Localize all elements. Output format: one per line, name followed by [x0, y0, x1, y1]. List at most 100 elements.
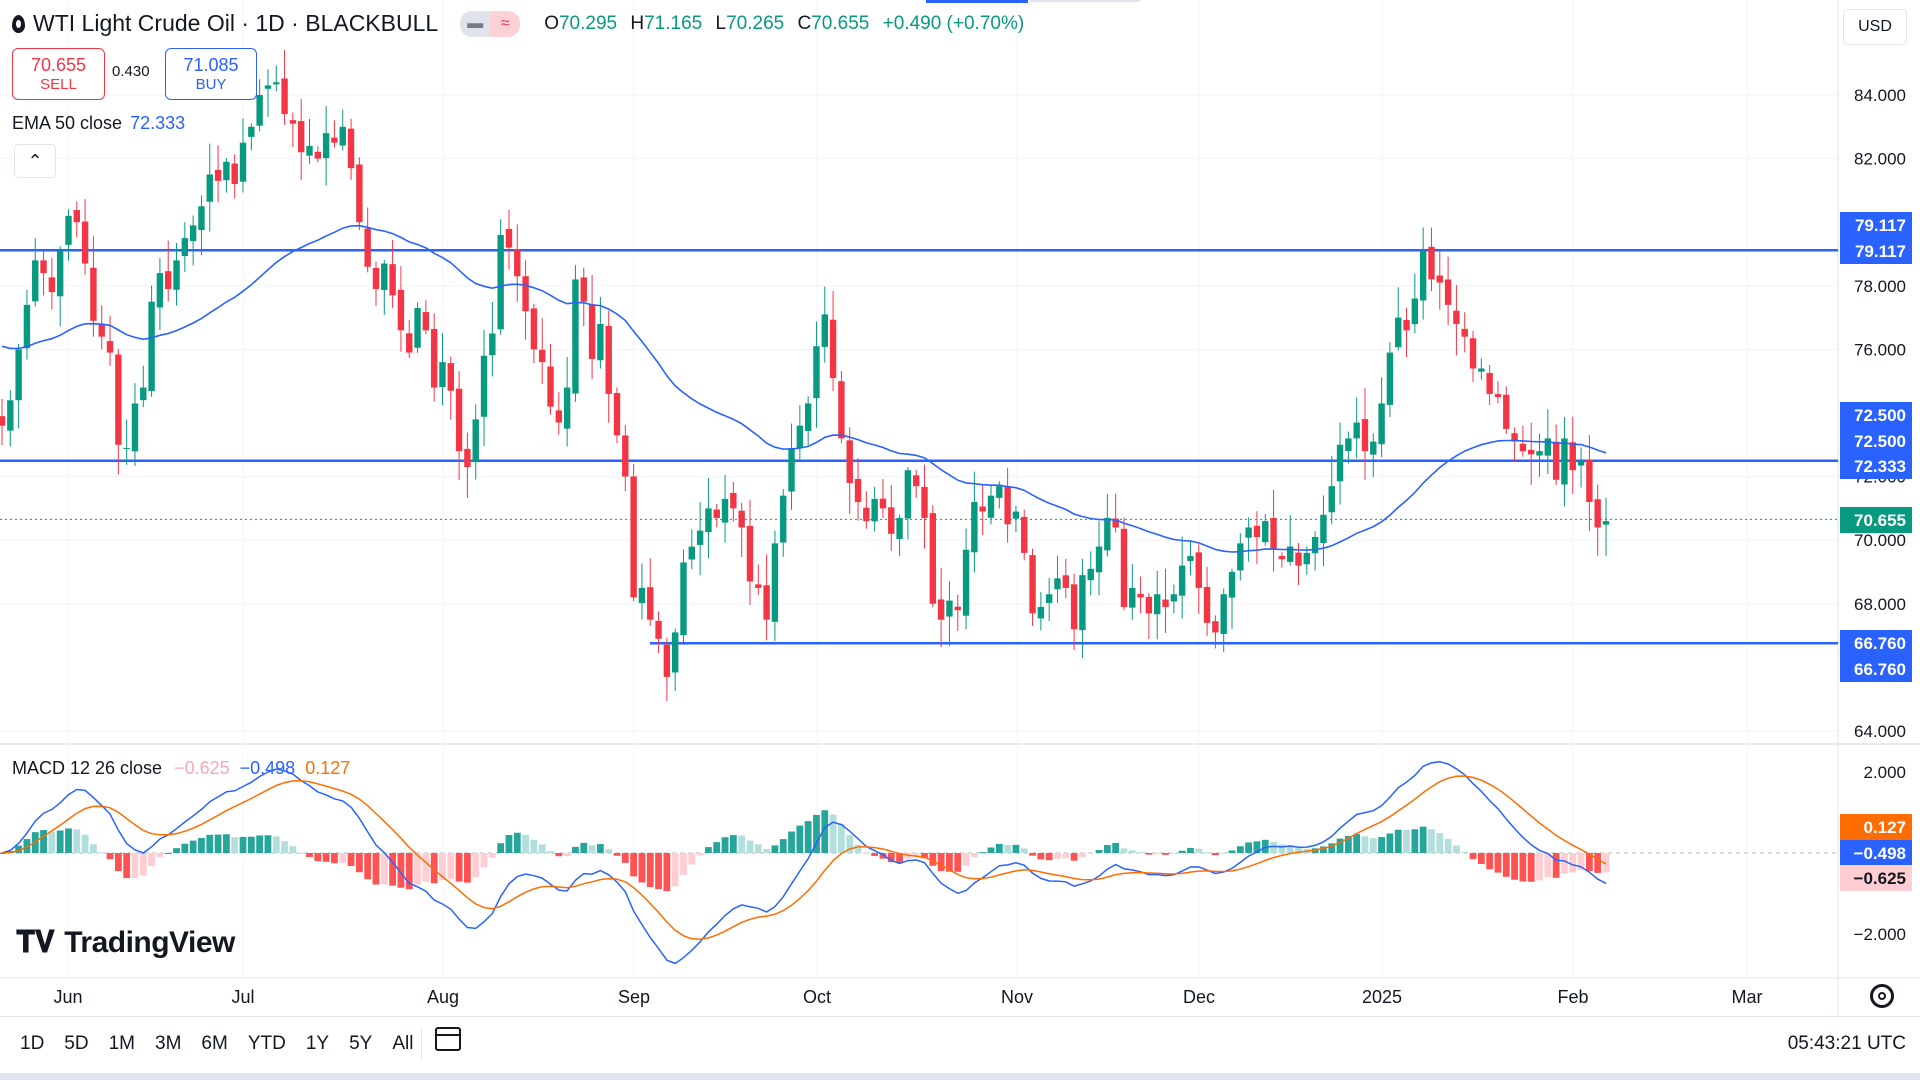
candle-body	[788, 447, 795, 492]
candle-body	[713, 509, 720, 518]
macd-histogram-bar	[1029, 853, 1036, 856]
macd-histogram-bar	[962, 853, 970, 866]
macd-histogram-bar	[596, 844, 604, 853]
buy-button[interactable]: 71.085 BUY	[165, 48, 257, 100]
range-5d[interactable]: 5D	[64, 1033, 89, 1054]
macd-histogram-bar	[198, 838, 205, 853]
candle-body	[1129, 587, 1136, 608]
macd-histogram-bar	[65, 828, 72, 853]
candle-body	[256, 95, 263, 126]
macd-histogram-bar	[364, 853, 372, 880]
macd-histogram-bar	[131, 853, 139, 878]
macd-histogram-bar	[1145, 853, 1153, 855]
symbol-legend[interactable]: WTI Light Crude Oil · 1D · BLACKBULL ▬ ≈…	[12, 10, 1032, 37]
macd-histogram-bar	[1162, 853, 1169, 855]
candle-body	[1311, 537, 1319, 554]
wave-icon[interactable]: ≈	[490, 10, 521, 37]
calendar-icon[interactable]	[435, 1027, 461, 1051]
candle-body	[1602, 521, 1610, 525]
horizontal-scrollbar[interactable]	[0, 1073, 1920, 1080]
candle-body	[1012, 511, 1020, 519]
price-badge-label: 66.760	[1854, 660, 1906, 679]
candle-body	[1087, 568, 1094, 581]
candle-body	[56, 250, 64, 297]
macd-histogram-bar	[1552, 853, 1560, 878]
macd-histogram-bar	[1062, 853, 1070, 859]
range-3m[interactable]: 3M	[155, 1033, 182, 1054]
sell-price: 70.655	[30, 55, 87, 75]
range-1d[interactable]: 1D	[20, 1033, 45, 1054]
macd-histogram-bar	[746, 840, 754, 853]
gear-icon[interactable]	[1870, 984, 1894, 1008]
macd-histogram-bar	[480, 853, 488, 868]
macd-histogram-bar	[1353, 834, 1361, 853]
candle-body	[1552, 441, 1560, 480]
macd-badge-label: 0.127	[1863, 818, 1906, 837]
macd-histogram-bar	[621, 853, 629, 863]
range-all[interactable]: All	[392, 1033, 414, 1054]
minus-icon[interactable]: ▬	[460, 10, 491, 37]
candle-body	[821, 314, 828, 347]
range-ytd[interactable]: YTD	[247, 1033, 286, 1054]
symbol-title[interactable]: WTI Light Crude Oil · 1D · BLACKBULL	[33, 10, 439, 36]
candle-body	[796, 425, 804, 448]
range-1y[interactable]: 1Y	[305, 1033, 330, 1054]
tab-divider	[1030, 0, 1140, 2]
macd-histogram-bar	[1087, 853, 1095, 855]
tradingview-logo[interactable]: 𝐓𝐕 TradingView	[16, 926, 235, 960]
collapse-legend-button[interactable]: ⌃	[14, 144, 56, 178]
candle-body	[987, 495, 995, 518]
candle-body	[1303, 552, 1311, 565]
macd-histogram-bar	[81, 834, 89, 853]
macd-histogram-bar	[995, 843, 1003, 853]
macd-histogram-bar	[779, 839, 787, 853]
ohlc-low-key: L	[715, 12, 727, 34]
time-tick-label: 2025	[1362, 987, 1402, 1007]
macd-histogram-bar	[1079, 853, 1086, 858]
macd-histogram-bar	[555, 853, 563, 857]
macd-badge-label: −0.498	[1854, 844, 1906, 863]
macd-histogram-bar	[247, 836, 255, 853]
candle-body	[1203, 586, 1211, 623]
sell-button[interactable]: 70.655 SELL	[12, 48, 105, 100]
price-badge-label: 79.117	[1855, 242, 1906, 261]
candle-body	[98, 324, 105, 337]
macd-badge-label: −0.625	[1854, 869, 1906, 888]
candle-body	[281, 78, 288, 115]
candle-body	[1403, 319, 1410, 331]
macd-histogram-bar	[239, 836, 247, 853]
candle-body	[239, 142, 247, 182]
macd-histogram-bar	[580, 842, 588, 853]
ohlc-high-key: H	[630, 12, 645, 34]
utc-clock[interactable]: 05:43:21 UTC	[1787, 1033, 1906, 1054]
range-5y[interactable]: 5Y	[349, 1033, 373, 1054]
macd-histogram-bar	[713, 842, 721, 853]
candle-body	[472, 419, 479, 463]
macd-histogram-bar	[264, 835, 272, 853]
macd-badge	[1840, 840, 1912, 866]
macd-histogram-bar	[513, 832, 521, 853]
macd-histogram-bar	[605, 849, 613, 853]
macd-histogram-bar	[1502, 853, 1510, 877]
macd-histogram-bar	[73, 829, 81, 853]
candle-body	[1370, 441, 1377, 455]
range-1m[interactable]: 1M	[108, 1033, 135, 1054]
currency-selector[interactable]: USD	[1843, 9, 1907, 45]
macd-histogram-bar	[1195, 848, 1203, 853]
macd-histogram-bar	[804, 821, 812, 853]
macd-histogram-bar	[572, 846, 579, 853]
macd-histogram-bar	[464, 853, 471, 883]
candle-body	[1444, 279, 1452, 305]
macd-histogram-bar	[339, 853, 347, 863]
candle-body	[746, 525, 754, 582]
candle-body	[1228, 572, 1236, 598]
price-tick-label: 82.000	[1854, 150, 1906, 169]
candle-body	[297, 121, 305, 153]
macd-histogram-bar	[813, 814, 820, 853]
macd-legend[interactable]: MACD 12 26 close −0.625 −0.498 0.127	[12, 758, 350, 779]
candle-body	[1237, 543, 1244, 571]
ema-legend[interactable]: EMA 50 close 72.333	[12, 113, 185, 134]
range-6m[interactable]: 6M	[201, 1033, 228, 1054]
visibility-pill[interactable]: ▬ ≈	[460, 10, 521, 37]
